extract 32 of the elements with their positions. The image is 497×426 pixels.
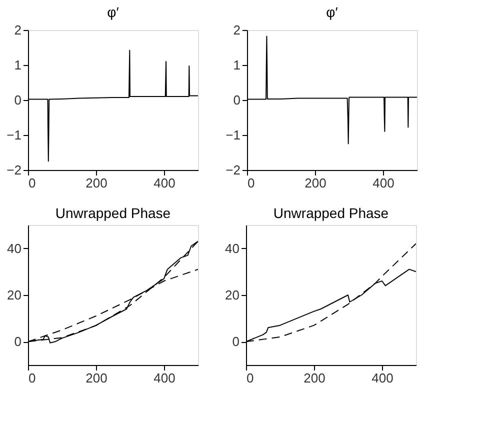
- y-tick-label: 2: [14, 22, 22, 38]
- y-tick-label: −1: [6, 128, 22, 142]
- x-tick-label: 400: [372, 176, 394, 190]
- x-tick-label: 400: [154, 176, 176, 190]
- chart-title: φ′: [107, 4, 120, 20]
- x-tick-label: 400: [154, 370, 176, 386]
- y-tick-label: 2: [233, 22, 240, 38]
- x-tick-label: 0: [28, 370, 36, 386]
- y-tick-label: −2: [6, 162, 22, 178]
- chart-title: Unwrapped Phase: [55, 205, 171, 221]
- y-tick-label: 1: [14, 58, 22, 72]
- y-tick-label: −2: [226, 162, 240, 178]
- x-tick-label: 400: [372, 370, 394, 386]
- y-tick-label: −1: [226, 128, 240, 142]
- y-tick-label: 1: [233, 58, 240, 72]
- y-tick-label: 20: [7, 288, 22, 302]
- y-tick-label: 0: [232, 334, 240, 350]
- y-tick-label: 0: [233, 92, 240, 108]
- chart-title: Unwrapped Phase: [273, 205, 389, 221]
- x-tick-label: 200: [304, 370, 326, 386]
- x-tick-label: 0: [246, 370, 254, 386]
- y-tick-label: 40: [7, 240, 22, 256]
- x-tick-label: 0: [248, 176, 255, 190]
- x-tick-label: 0: [28, 176, 36, 190]
- y-tick-label: 20: [225, 288, 240, 302]
- x-tick-label: 200: [86, 176, 108, 190]
- x-tick-label: 200: [86, 370, 108, 386]
- x-tick-label: 200: [304, 176, 326, 190]
- y-tick-label: 40: [225, 240, 240, 256]
- y-tick-label: 0: [14, 334, 22, 350]
- chart-title: φ′: [326, 4, 338, 20]
- y-tick-label: 0: [14, 92, 22, 108]
